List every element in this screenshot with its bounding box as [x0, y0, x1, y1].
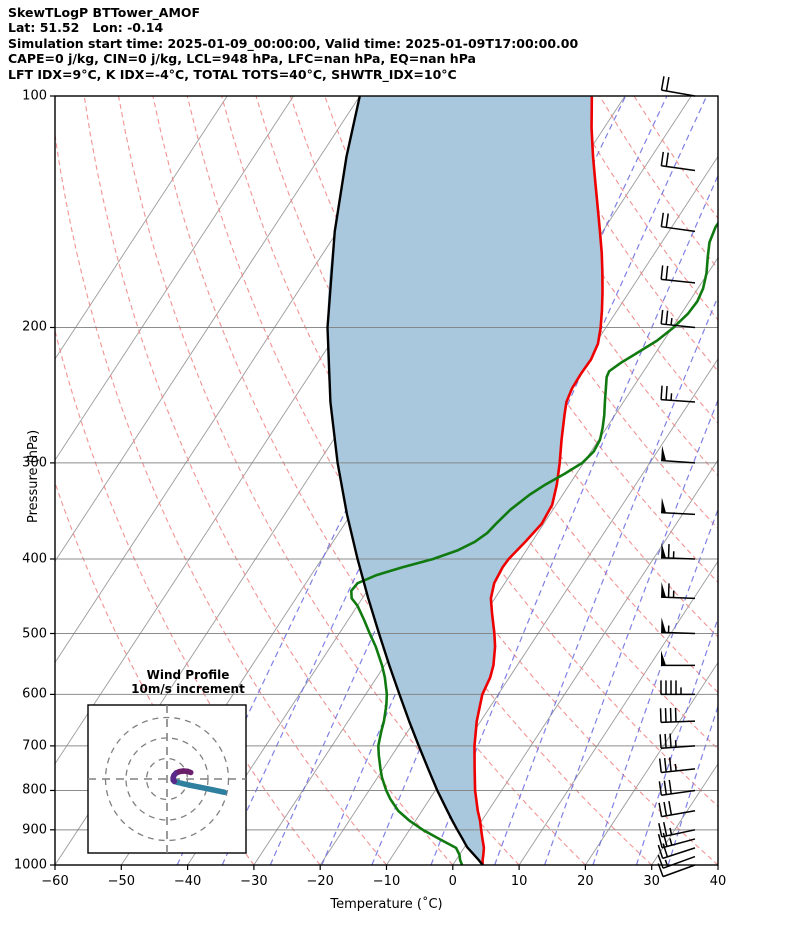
negative-area — [327, 96, 603, 865]
mixing-ratio-line — [544, 398, 718, 865]
profile-parcel — [326, 96, 484, 865]
hodograph-inset — [87, 704, 247, 854]
profile-dewpoint — [349, 221, 718, 865]
wind-barb — [660, 680, 695, 696]
temperature-tick-label: −10 — [372, 874, 401, 889]
profile-temperature — [473, 96, 604, 865]
wind-barb — [661, 497, 696, 516]
mixing-ratio-line — [371, 96, 708, 865]
negative-area-shading — [327, 96, 603, 865]
pressure-tick-label: 200 — [22, 319, 47, 335]
profile-curves — [326, 96, 718, 865]
temperature-tick-label: −40 — [173, 874, 202, 889]
header-cape-indices: CAPE=0 j/kg, CIN=0 j/kg, LCL=948 hPa, LF… — [8, 51, 476, 67]
mixing-ratio-line — [430, 174, 718, 865]
dry-adiabat — [461, 96, 718, 477]
hodograph-trace-segment — [184, 768, 194, 776]
header-title: SkewTLogP BTTower_AMOF — [8, 5, 201, 20]
wind-barb — [660, 582, 696, 600]
wind-barb — [658, 779, 696, 796]
pressure-tick-label: 300 — [22, 455, 47, 471]
header-stability-indices: LFT IDX=9°C, K IDX=-4°C, TOTAL TOTS=40°C… — [8, 66, 457, 82]
temperature-tick-label: −30 — [240, 874, 268, 889]
wind-barb — [659, 733, 696, 750]
hodograph-subtitle: 10m/s increment — [131, 682, 245, 696]
header-coordinates: Lat: 51.52 Lon: -0.14 — [8, 20, 164, 36]
dry-adiabat — [55, 328, 321, 865]
pressure-tick-label: 600 — [22, 686, 47, 702]
temperature-tick-label: −60 — [41, 874, 69, 889]
y-axis-title: Pressure (hPa) — [26, 429, 41, 523]
temperature-tick-label: −50 — [107, 874, 136, 889]
mixing-ratio-line — [635, 616, 718, 865]
dry-adiabat — [55, 131, 387, 865]
dry-adiabat — [118, 96, 520, 865]
hodograph-title: Wind Profile — [146, 668, 230, 682]
isotherm — [55, 96, 228, 360]
wind-barb-column — [657, 76, 696, 878]
wind-barb — [658, 757, 696, 774]
pressure-tick-label: 500 — [22, 626, 47, 641]
axis-ticks — [50, 95, 719, 870]
mixing-ratio-line — [494, 295, 718, 865]
wind-barb — [660, 151, 696, 172]
isotherm — [585, 661, 718, 865]
temperature-tick-label: 40 — [709, 874, 727, 889]
isotherm — [452, 459, 718, 865]
isotherm — [319, 256, 718, 865]
wind-barb — [660, 76, 696, 97]
wind-barb — [660, 385, 696, 403]
temperature-tick-label: 20 — [577, 874, 594, 889]
temperature-tick-label: 0 — [448, 874, 457, 889]
dry-adiabat — [55, 480, 255, 865]
pressure-tick-label: 100 — [22, 88, 47, 104]
wind-barb — [661, 650, 695, 667]
dry-adiabat — [83, 96, 454, 865]
wind-barb — [659, 707, 696, 724]
wind-barb — [661, 445, 696, 464]
temperature-tick-label: 30 — [643, 874, 660, 889]
pressure-tick-label: 900 — [22, 822, 47, 838]
isotherm — [55, 96, 361, 563]
wind-barb — [660, 542, 696, 560]
pressure-tick-label: 400 — [22, 551, 47, 567]
wind-barb — [657, 843, 696, 860]
hodograph-rings-and-trace — [88, 705, 246, 853]
wind-barb — [660, 309, 696, 329]
isotherm — [518, 560, 718, 865]
pressure-tick-label: 1000 — [13, 857, 47, 873]
wind-barb — [658, 800, 696, 818]
wind-barb — [658, 821, 696, 838]
pressure-tick-label: 700 — [22, 738, 47, 754]
temperature-tick-label: −20 — [306, 874, 334, 889]
wind-barb — [657, 832, 696, 849]
hodograph-caption: Wind Profile 10m/s increment — [108, 668, 268, 696]
x-axis-title: Temperature (˚C) — [330, 897, 443, 912]
temperature-tick-label: 10 — [510, 874, 528, 889]
isotherm — [717, 864, 718, 865]
isotherm — [55, 96, 294, 461]
wind-barb — [660, 212, 696, 233]
pressure-tick-label: 800 — [22, 782, 47, 798]
header-times: Simulation start time: 2025-01-09_00:00:… — [8, 35, 579, 51]
wind-barb — [660, 265, 696, 284]
wind-barb — [660, 617, 696, 635]
figure-header: SkewTLogP BTTower_AMOF Lat: 51.52 Lon: -… — [8, 5, 788, 82]
